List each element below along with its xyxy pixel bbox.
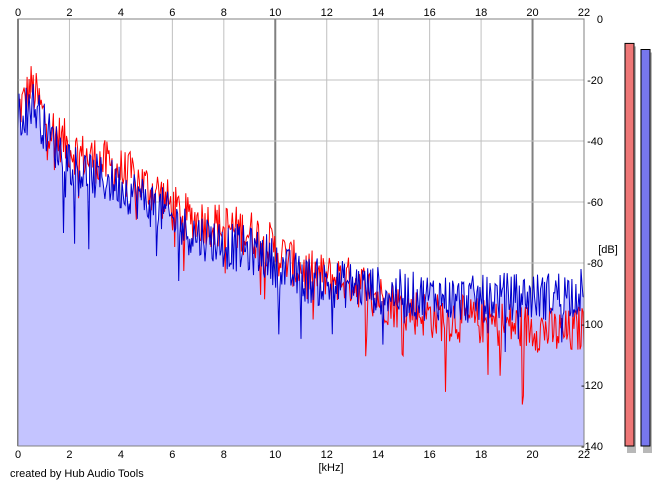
x-tick-bottom-7: 14 [372, 449, 384, 461]
x-tick-top-2: 4 [118, 7, 124, 19]
spectrum-fill [18, 84, 584, 446]
y-tick-0: 0 [597, 14, 603, 26]
y-ticks: 0 -20 -40 -60 -80 -100 -120 -140 [581, 14, 603, 453]
y-tick-5: -100 [581, 319, 603, 331]
plot-border [17, 18, 585, 447]
credit-text: created by Hub Audio Tools [10, 468, 144, 480]
y-tick-6: -120 [581, 380, 603, 392]
x-tick-top-4: 8 [221, 7, 227, 19]
y-tick-3: -60 [587, 197, 603, 209]
x-tick-bottom-8: 16 [424, 449, 436, 461]
x-tick-top-10: 20 [526, 7, 538, 19]
plot-frame [17, 18, 585, 447]
x-tick-top-5: 10 [269, 7, 281, 19]
x-tick-bottom-2: 4 [118, 449, 124, 461]
x-tick-top-11: 22 [578, 7, 590, 19]
y-axis-label: [dB] [598, 244, 618, 256]
y-tick-4: -80 [587, 258, 603, 270]
x-axis-label: [kHz] [318, 462, 343, 474]
x-tick-bottom-0: 0 [15, 449, 21, 461]
x-tick-bottom-10: 20 [526, 449, 538, 461]
y-tick-2: -40 [587, 136, 603, 148]
x-tick-top-6: 12 [321, 7, 333, 19]
x-tick-top-1: 2 [66, 7, 72, 19]
x-ticks-bottom: 0 2 4 6 8 10 12 14 16 18 20 22 [15, 449, 590, 461]
x-tick-bottom-1: 2 [66, 449, 72, 461]
x-tick-bottom-9: 18 [475, 449, 487, 461]
x-ticks-top: 0 2 4 6 8 10 12 14 16 18 20 22 [15, 7, 590, 19]
y-tick-1: -20 [587, 75, 603, 87]
x-tick-top-7: 14 [372, 7, 384, 19]
x-tick-bottom-6: 12 [321, 449, 333, 461]
x-tick-top-0: 0 [15, 7, 21, 19]
x-tick-top-8: 16 [424, 7, 436, 19]
series-line-1 [17, 84, 585, 353]
x-tick-top-9: 18 [475, 7, 487, 19]
x-tick-bottom-4: 8 [221, 449, 227, 461]
x-tick-bottom-5: 10 [269, 449, 281, 461]
x-tick-bottom-11: 22 [578, 449, 590, 461]
series-lines [17, 66, 585, 405]
y-tick-7: -140 [581, 441, 603, 453]
level-meter-right [640, 49, 651, 447]
x-tick-bottom-3: 6 [169, 449, 175, 461]
level-meter-left [624, 42, 635, 447]
x-tick-top-3: 6 [169, 7, 175, 19]
level-meters [624, 42, 652, 454]
spectrum-area [18, 84, 584, 446]
